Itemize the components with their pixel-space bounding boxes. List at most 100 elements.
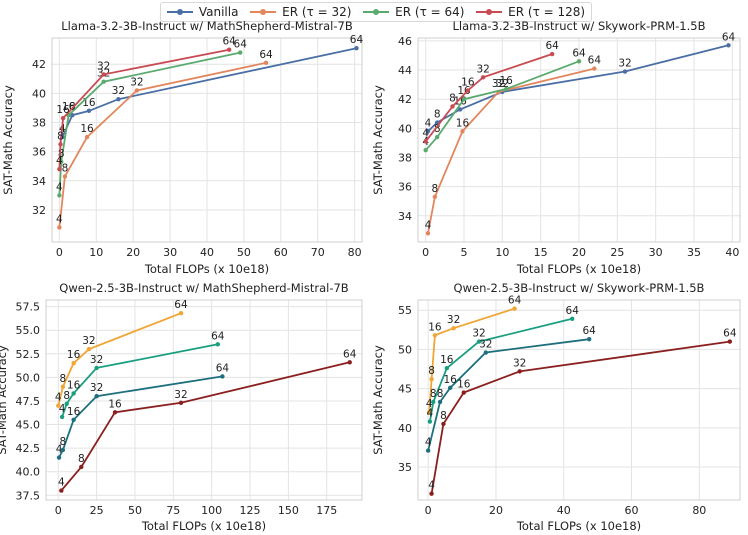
x-tick-label: 125 [240, 504, 261, 517]
data-point [220, 374, 225, 379]
data-point [62, 174, 68, 179]
y-tick-label: 55.0 [16, 324, 41, 337]
data-label: 4 [56, 155, 63, 167]
y-tick-label: 34 [398, 210, 412, 223]
data-point [570, 316, 575, 322]
data-point [215, 342, 221, 347]
y-tick-label: 45 [398, 383, 412, 396]
chart-4: 0 20 40 60 80 35 40 45 50 55 Qwen-2.5-3B-Instruct … [371, 281, 741, 533]
y-tick-label: 57.5 [16, 301, 41, 314]
y-tick-label: 45.0 [16, 419, 41, 432]
plot-frame [45, 299, 363, 501]
x-tick-label: 0 [56, 246, 63, 259]
data-point [71, 391, 76, 396]
data-label: 16 [461, 76, 475, 88]
data-point [426, 409, 432, 415]
data-label: 4 [56, 181, 63, 193]
chart-title: Qwen-2.5-3B-Instruct w/ MathShepherd-Mis… [59, 281, 349, 295]
data-label: 64 [259, 49, 273, 61]
data-point [101, 72, 106, 77]
data-point [427, 419, 433, 424]
data-point [429, 491, 434, 496]
data-point [512, 306, 517, 311]
data-label: 32 [82, 335, 95, 347]
data-label: 4 [428, 480, 435, 492]
data-label: 32 [90, 354, 103, 366]
data-point [461, 97, 467, 102]
data-point [622, 69, 628, 74]
data-label: 8 [430, 388, 437, 400]
data-label: 16 [67, 406, 81, 418]
data-point [60, 115, 66, 121]
chart-2: 0 5 10 15 20 25 30 35 4034363840424446Llama-3.2-… [371, 19, 741, 276]
data-point [134, 88, 140, 93]
data-label: 8 [434, 109, 441, 121]
y-tick-label: 42.5 [16, 442, 41, 455]
data-label: 4 [58, 477, 65, 489]
x-tick-label: 150 [278, 504, 299, 517]
y-axis-label: SAT-Math Accuracy [371, 85, 385, 195]
legend-label-er32: ER (τ = 32) [282, 5, 352, 19]
y-tick-label: 50.0 [16, 371, 41, 384]
x-tick-label: 25 [610, 246, 624, 259]
data-label: 8 [78, 453, 85, 465]
data-label: 4 [425, 117, 432, 129]
data-point [432, 333, 438, 338]
data-label: 16 [67, 349, 81, 361]
data-point [457, 107, 463, 112]
x-tick-label: 80 [692, 504, 706, 517]
y-tick-label: 40.0 [16, 466, 41, 479]
y-tick-label: 44 [398, 64, 412, 77]
data-point [79, 464, 84, 470]
x-tick-label: 80 [348, 246, 362, 259]
data-label: 32 [447, 314, 460, 326]
y-tick-label: 40 [32, 87, 46, 100]
data-label: 32 [174, 389, 187, 401]
data-label: 4 [422, 127, 429, 139]
x-axis-label: Total FLOPs (x 10e18) [141, 519, 266, 533]
data-point [70, 113, 75, 118]
y-tick-label: 40 [398, 122, 412, 135]
data-label: 32 [97, 60, 110, 72]
data-label: 4 [59, 403, 66, 415]
x-tick-label: 35 [687, 246, 701, 259]
x-tick-label: 75 [166, 504, 180, 517]
y-axis-label: SAT-Math Accuracy [0, 345, 9, 455]
data-label: 32 [130, 76, 143, 88]
data-point [465, 88, 471, 93]
data-label: 16 [108, 398, 122, 410]
data-label: 16 [56, 104, 70, 116]
chart-title: Qwen-2.5-3B-Instruct w/ Skywork-PRM-1.5B [454, 281, 705, 295]
data-point [116, 97, 121, 102]
x-tick-label: 100 [201, 504, 222, 517]
legend-label-er128: ER (τ = 128) [508, 5, 586, 19]
data-label: 64 [588, 55, 602, 67]
data-point [460, 129, 465, 134]
data-point [86, 346, 92, 352]
series-line [430, 340, 730, 494]
data-point [476, 339, 482, 344]
data-label: 32 [90, 382, 103, 394]
data-point [263, 60, 269, 65]
data-label: 64 [222, 36, 236, 48]
y-tick-label: 34 [32, 175, 46, 188]
data-label: 16 [499, 75, 513, 87]
data-point [178, 311, 184, 316]
data-point [354, 46, 359, 51]
data-label: 8 [440, 410, 447, 422]
data-point [347, 360, 352, 365]
data-label: 64 [723, 328, 737, 340]
data-point [425, 129, 431, 134]
data-label: 64 [566, 305, 580, 317]
data-point [56, 403, 61, 408]
data-point [444, 366, 450, 371]
data-point [57, 166, 62, 172]
data-point [84, 134, 90, 140]
legend-swatch-er128 [476, 7, 503, 17]
data-point [57, 225, 62, 230]
